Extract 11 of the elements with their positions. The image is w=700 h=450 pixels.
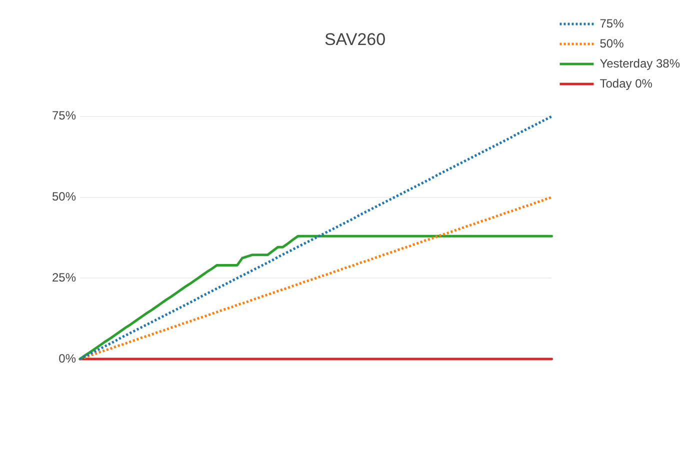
legend-label: Today 0% xyxy=(600,76,653,90)
legend-label: Yesterday 38% xyxy=(600,56,680,70)
y-tick-label: 75% xyxy=(52,108,76,123)
y-tick-label: 25% xyxy=(52,270,76,284)
chart-title: SAV260 xyxy=(324,30,386,49)
line-series xyxy=(78,115,553,360)
legend-label: 75% xyxy=(600,16,624,30)
y-tick-label: 50% xyxy=(52,190,76,204)
y-tick-label: 0% xyxy=(58,351,76,366)
line-series xyxy=(78,196,553,360)
legend-label: 50% xyxy=(600,36,624,50)
